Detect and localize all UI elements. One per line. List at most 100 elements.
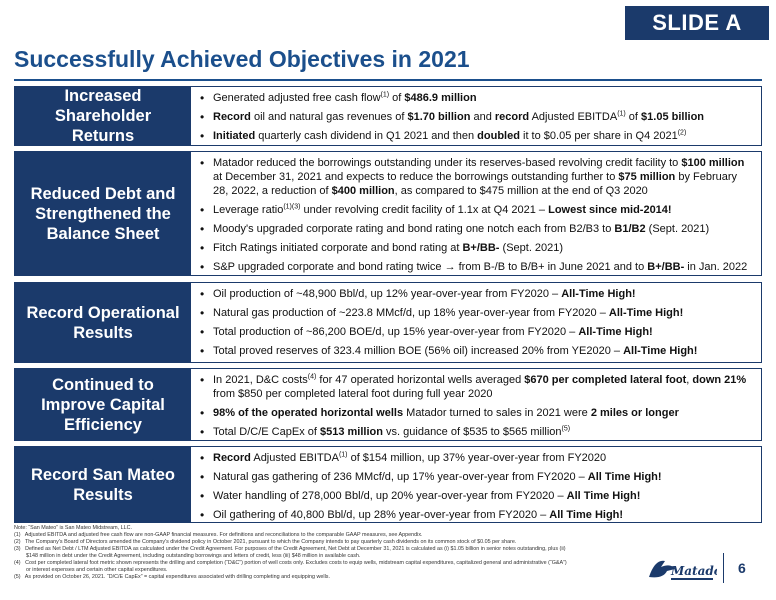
bold-text: B1/B2: [614, 223, 646, 235]
footnote-line: (1) Adjusted EBITDA and adjusted free ca…: [14, 532, 423, 538]
text: quarterly cash dividend in Q1 2021 and t…: [255, 130, 478, 142]
text: (Sept. 2021): [499, 242, 564, 254]
text: Fitch Ratings initiated corporate and bo…: [213, 242, 463, 254]
text: of $154 million, up 37% year-over-year f…: [347, 452, 607, 464]
slide-tag: SLIDE A: [625, 6, 769, 40]
text: at December 31, 2021 and expects to redu…: [213, 171, 619, 183]
text: oil and natural gas revenues of: [250, 111, 408, 123]
section-label: Increased Shareholder Returns: [15, 87, 191, 145]
bullet-item: Matador reduced the borrowings outstandi…: [199, 156, 753, 198]
bold-text: All-Time High!: [578, 326, 653, 338]
bold-text: $486.9 million: [404, 92, 477, 104]
section-body: In 2021, D&C costs(4) for 47 operated ho…: [191, 369, 761, 440]
text: Generated adjusted free cash flow: [213, 92, 381, 104]
footnote-ref: (1): [380, 91, 390, 99]
bold-text: $1.05 billion: [641, 111, 705, 123]
text: under revolving credit facility of 1.1x …: [300, 204, 549, 216]
bullet-list: In 2021, D&C costs(4) for 47 operated ho…: [199, 373, 753, 439]
footnote-ref: (1): [617, 110, 626, 118]
section-label: Reduced Debt and Strengthened the Balanc…: [15, 152, 191, 275]
page-number: 6: [738, 560, 746, 576]
bullet-list: Generated adjusted free cash flow(1) of …: [199, 91, 753, 143]
text: Total production of ~86,200 BOE/d, up 15…: [213, 326, 579, 338]
bullet-item: Natural gas production of ~223.8 MMcf/d,…: [199, 306, 753, 320]
bold-text: $100 million: [681, 157, 745, 169]
bullet-item: Generated adjusted free cash flow(1) of …: [199, 91, 753, 105]
bullet-item: Fitch Ratings initiated corporate and bo…: [199, 241, 753, 255]
bullet-list: Matador reduced the borrowings outstandi…: [199, 156, 753, 274]
footnote-ref: (1): [338, 451, 348, 459]
text: it to $0.05 per share in Q4 2021: [519, 130, 678, 142]
text: Oil gathering of 40,800 Bbl/d, up 28% ye…: [213, 509, 550, 521]
bold-text: All Time High!: [549, 509, 624, 521]
footnote-line: (4) Cost per completed lateral foot metr…: [14, 560, 567, 566]
text: Oil production of ~48,900 Bbl/d, up 12% …: [213, 288, 562, 300]
section-label: Continued to Improve Capital Efficiency: [15, 369, 191, 440]
section-san-mateo: Record San Mateo Results Record Adjusted…: [14, 446, 762, 523]
footnote-line: (2) The Company's Board of Directors ame…: [14, 539, 517, 545]
footnote-line: or interest expenses and certain other c…: [14, 567, 168, 573]
text: by February 28, 2022, a reduction of: [213, 171, 738, 197]
bold-text: down 21%: [692, 374, 747, 386]
bullet-list: Record Adjusted EBITDA(1) of $154 millio…: [199, 451, 753, 522]
section-body: Matador reduced the borrowings outstandi…: [191, 152, 761, 275]
bold-text: All Time High!: [587, 471, 662, 483]
bold-text: doubled: [477, 130, 520, 142]
bullet-item: Oil production of ~48,900 Bbl/d, up 12% …: [199, 287, 753, 301]
bold-text: 2 miles or longer: [590, 407, 679, 419]
bold-text: Initiated: [213, 130, 256, 142]
bold-text: $513 million: [320, 426, 383, 438]
bullet-item: Initiated quarterly cash dividend in Q1 …: [199, 129, 753, 143]
bullet-item: Moody's upgraded corporate rating and bo…: [199, 222, 753, 236]
bold-text: Lowest since mid-2014!: [548, 204, 672, 216]
bold-text: All-Time High!: [608, 307, 684, 319]
section-label: Record Operational Results: [15, 283, 191, 362]
section-body: Oil production of ~48,900 Bbl/d, up 12% …: [191, 283, 761, 362]
svg-text:Matador: Matador: [670, 564, 717, 578]
bullet-item: 98% of the operated horizontal wells Mat…: [199, 406, 753, 420]
section-capital-efficiency: Continued to Improve Capital Efficiency …: [14, 368, 762, 441]
bold-text: All Time High!: [566, 490, 641, 502]
bold-text: All-Time High!: [561, 288, 636, 300]
bullet-item: Leverage ratio(1)(3) under revolving cre…: [199, 203, 753, 217]
footnote-ref: (2): [677, 129, 687, 137]
text: of: [625, 111, 642, 123]
bullet-list: Oil production of ~48,900 Bbl/d, up 12% …: [199, 287, 753, 358]
text: vs. guidance of $535 to $565 million: [382, 426, 562, 438]
title-divider: [14, 79, 762, 81]
section-debt-balance-sheet: Reduced Debt and Strengthened the Balanc…: [14, 151, 762, 276]
bullet-item: Total production of ~86,200 BOE/d, up 15…: [199, 325, 753, 339]
bullet-item: Record oil and natural gas revenues of $…: [199, 110, 753, 124]
text: Natural gas gathering of 236 MMcf/d, up …: [213, 471, 588, 483]
footnote-line: $148 million in debt under the Credit Ag…: [14, 553, 361, 559]
text: Water handling of 278,000 Bbl/d, up 20% …: [213, 490, 567, 502]
text: (Sept. 2021): [645, 223, 710, 235]
bold-text: $75 million: [618, 171, 676, 183]
bullet-item: Water handling of 278,000 Bbl/d, up 20% …: [199, 489, 753, 503]
bullet-item: S&P upgraded corporate and bond rating t…: [199, 260, 753, 274]
text: in Jan. 2022: [684, 261, 748, 273]
footnote-line: (3) Defined as Net Debt / LTM Adjusted E…: [14, 546, 566, 552]
section-operational-results: Record Operational Results Oil productio…: [14, 282, 762, 363]
section-body: Generated adjusted free cash flow(1) of …: [191, 87, 761, 145]
text: Adjusted EBITDA: [250, 452, 339, 464]
bullet-item: Total proved reserves of 323.4 million B…: [199, 344, 753, 358]
bold-text: All-Time High!: [623, 345, 698, 357]
text: Natural gas production of ~223.8 MMcf/d,…: [213, 307, 609, 319]
text: from $850 per completed lateral foot dur…: [213, 388, 493, 400]
section-body: Record Adjusted EBITDA(1) of $154 millio…: [191, 447, 761, 522]
bold-text: B+/BB-: [647, 261, 685, 273]
bold-text: 98% of the operated horizontal wells: [213, 407, 404, 419]
matador-logo-icon: Matador: [649, 560, 717, 580]
bullet-item: In 2021, D&C costs(4) for 47 operated ho…: [199, 373, 753, 401]
footer-divider: [723, 553, 724, 583]
text: In 2021, D&C costs: [213, 374, 308, 386]
bold-text: Record: [213, 452, 251, 464]
section-label: Record San Mateo Results: [15, 447, 191, 522]
text: of: [389, 92, 405, 104]
footnotes: Note: “San Mateo” is San Mateo Midstream…: [14, 525, 704, 581]
footnote-line: Note: “San Mateo” is San Mateo Midstream…: [14, 525, 133, 531]
page-title: Successfully Achieved Objectives in 2021: [14, 46, 470, 72]
text: and: [470, 111, 495, 123]
footnote-ref: (4): [307, 373, 317, 381]
